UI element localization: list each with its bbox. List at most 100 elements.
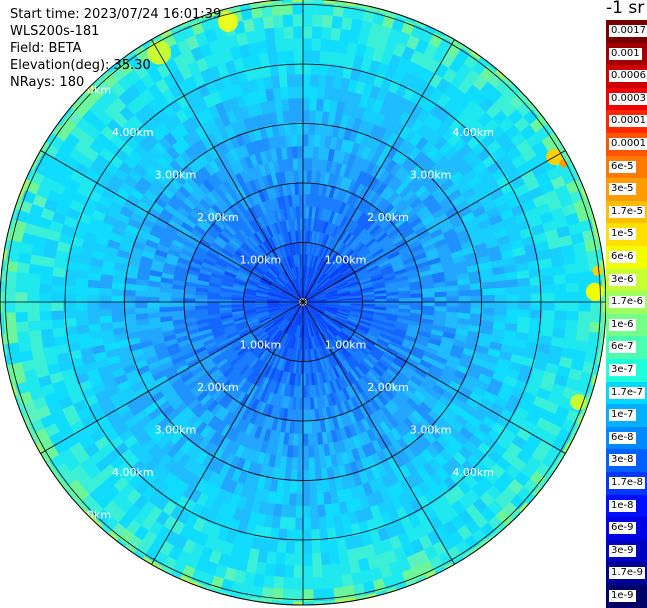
data-bin	[577, 321, 590, 332]
data-bin	[295, 74, 303, 86]
data-bin	[566, 320, 579, 330]
data-bin	[312, 553, 322, 565]
data-bin	[518, 310, 530, 318]
data-bin	[285, 553, 295, 565]
data-bin	[541, 267, 554, 277]
data-bin	[40, 320, 53, 330]
data-bin	[411, 294, 423, 299]
colorbar-tick-label: 6e-8	[609, 432, 636, 444]
data-bin	[283, 14, 293, 26]
data-bin	[303, 458, 309, 470]
data-bin	[303, 14, 313, 26]
data-bin	[317, 505, 325, 518]
data-bin	[87, 294, 99, 302]
colorbar-tick-label: 1.7e-6	[609, 296, 645, 308]
colorbar-tick-label: 1.7e-9	[609, 567, 645, 579]
data-bin	[459, 296, 471, 302]
range-ring-label: 1.00km	[240, 339, 282, 352]
data-bin	[303, 578, 313, 590]
data-bin	[266, 39, 276, 52]
data-bin	[99, 315, 112, 323]
data-bin	[303, 26, 313, 38]
data-bin	[519, 294, 531, 302]
data-bin	[447, 297, 459, 302]
data-bin	[99, 295, 111, 302]
range-ring-label: 4.00km	[112, 466, 154, 479]
data-bin	[435, 302, 447, 307]
colorbar: 0.00170.0010.00060.00030.000170.00016e-5…	[606, 20, 647, 608]
data-bin	[111, 295, 123, 302]
data-bin	[320, 541, 330, 554]
data-bin	[28, 320, 41, 330]
colorbar-tick-label: 3e-7	[609, 364, 636, 376]
data-bin	[291, 134, 297, 146]
data-bin	[111, 315, 124, 323]
data-bin	[303, 386, 306, 398]
data-bin	[282, 589, 293, 602]
data-bin	[87, 309, 99, 317]
data-bin	[27, 302, 39, 312]
data-bin	[495, 288, 507, 296]
data-bin	[282, 98, 290, 111]
colorbar-tick-label: 1.7e-5	[609, 206, 645, 218]
data-bin	[566, 283, 578, 293]
data-bin	[310, 506, 318, 518]
data-bin	[294, 38, 303, 50]
data-bin	[52, 319, 65, 329]
data-bin	[251, 5, 263, 18]
data-bin	[273, 576, 284, 589]
data-bin	[307, 422, 312, 434]
data-bin	[15, 302, 27, 312]
data-bin	[375, 299, 387, 302]
data-bin	[313, 0, 324, 3]
colorbar-tick-label: 6e-6	[609, 251, 636, 263]
data-bin	[296, 110, 303, 122]
data-bin	[591, 302, 603, 312]
data-bin	[135, 296, 147, 302]
data-bin	[290, 482, 297, 494]
data-bin	[159, 302, 171, 307]
data-bin	[411, 298, 423, 302]
start-time: Start time: 2023/07/24 16:01:39	[10, 6, 221, 23]
colorbar-tick-label: 1e-7	[609, 409, 636, 421]
data-bin	[554, 320, 567, 330]
colorbar-tick-label: 1e-8	[609, 500, 636, 512]
data-bin	[27, 283, 39, 293]
data-bin	[313, 589, 324, 602]
data-bin	[333, 587, 345, 600]
colorbar-tick-label: 3e-6	[609, 274, 636, 286]
data-bin	[322, 576, 333, 589]
data-bin	[298, 434, 303, 446]
data-bin	[321, 565, 331, 578]
data-bin	[293, 566, 303, 578]
data-bin	[284, 565, 294, 577]
colorbar-tick-label: 0.001	[609, 48, 642, 60]
data-bin	[311, 517, 319, 529]
data-bin	[303, 38, 312, 50]
data-bin	[296, 482, 303, 494]
data-bin	[303, 422, 308, 434]
colorbar-tick-label: 1e-5	[609, 228, 636, 240]
data-bin	[300, 206, 303, 218]
data-bin	[566, 311, 578, 321]
colorbar-tick-label: 3e-5	[609, 183, 636, 195]
data-bin	[588, 332, 601, 344]
data-bin	[297, 458, 303, 470]
data-bin	[275, 553, 285, 566]
data-bin	[27, 311, 39, 321]
data-bin	[312, 565, 322, 577]
data-bin	[519, 302, 531, 310]
data-bin	[147, 302, 159, 307]
data-bin	[542, 319, 555, 329]
data-bin	[39, 302, 51, 311]
data-bin	[297, 134, 303, 146]
data-bin	[309, 482, 316, 494]
data-bin	[272, 588, 283, 601]
data-bin	[329, 552, 339, 565]
data-bin	[75, 310, 87, 318]
data-bin	[277, 51, 287, 64]
data-bin	[318, 517, 327, 530]
data-bin	[283, 110, 291, 123]
colorbar-tick-label: 0.00017	[609, 115, 647, 127]
data-bin	[147, 307, 159, 313]
